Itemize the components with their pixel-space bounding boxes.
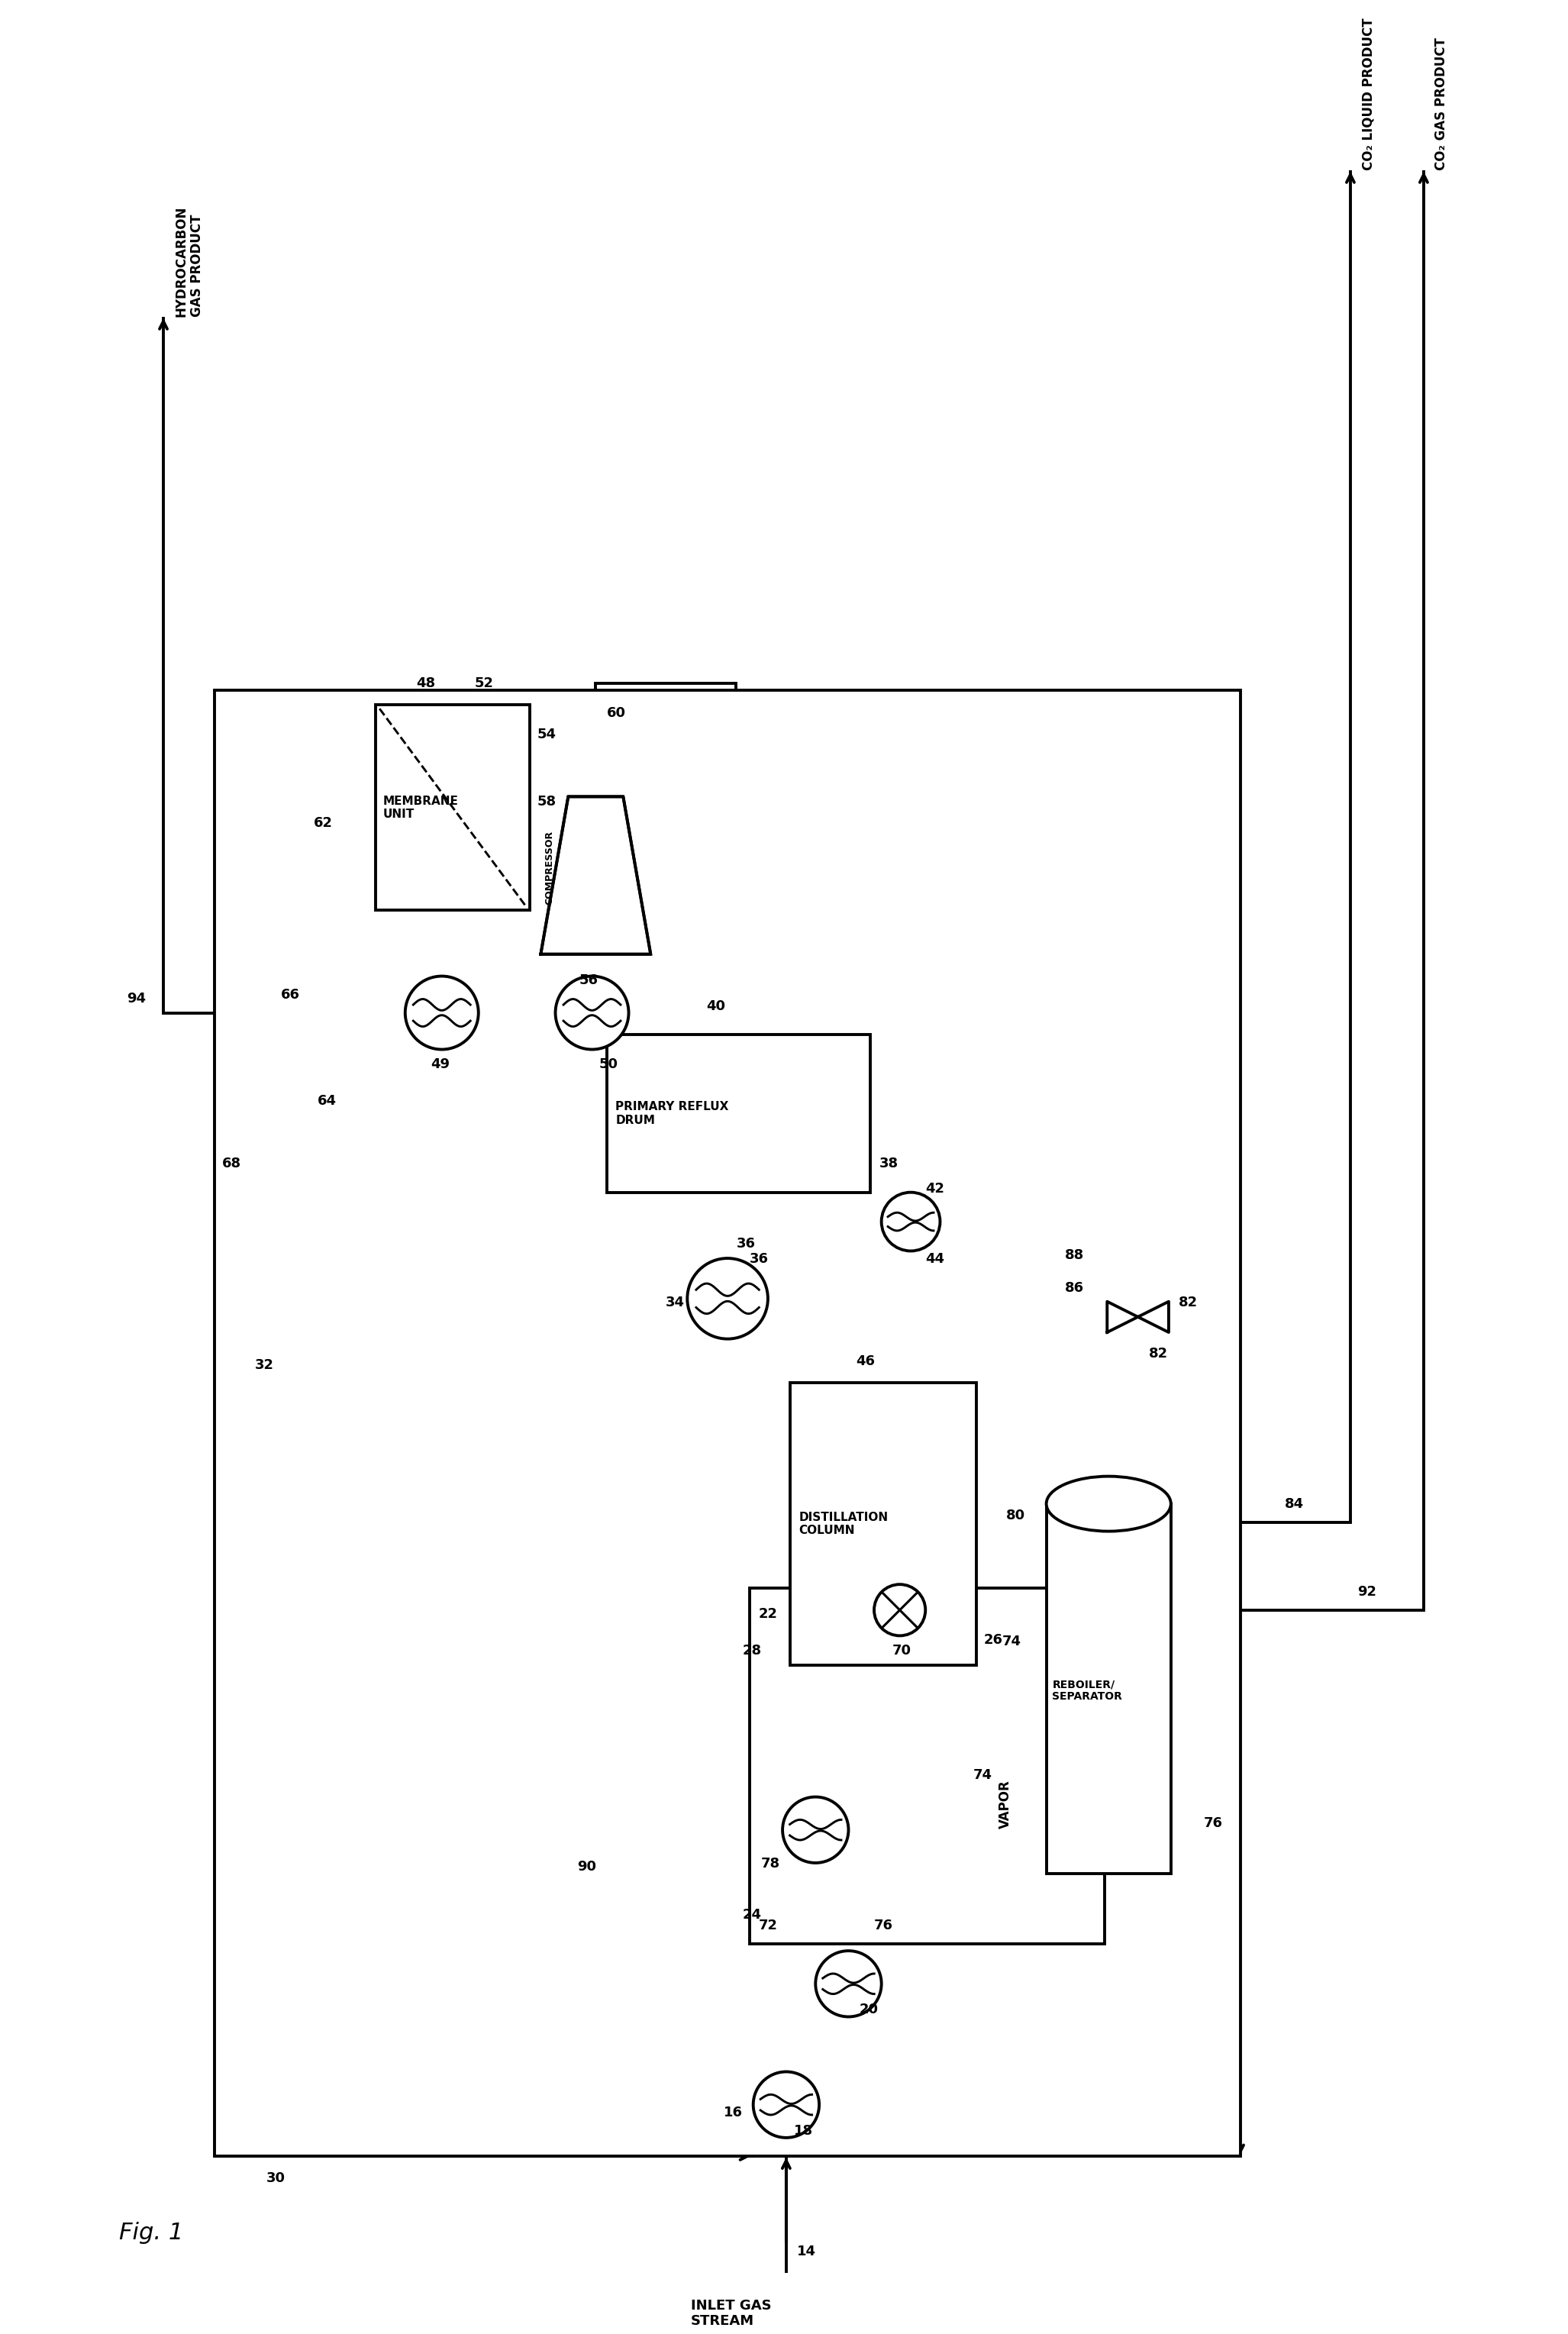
Text: 52: 52: [475, 677, 494, 691]
Text: 80: 80: [1007, 1508, 1025, 1522]
Text: MEMBRANE
UNIT: MEMBRANE UNIT: [383, 796, 459, 819]
Text: 76: 76: [873, 1919, 894, 1933]
Bar: [215, 691, 1240, 2157]
Text: 82: 82: [1178, 1295, 1198, 1309]
Text: 24: 24: [742, 1907, 762, 1921]
Text: DISTILLATION
COLUMN: DISTILLATION COLUMN: [798, 1512, 887, 1536]
Text: 42: 42: [925, 1183, 944, 1195]
Text: 48: 48: [416, 677, 436, 691]
Text: 34: 34: [665, 1295, 684, 1309]
Circle shape: [555, 976, 629, 1050]
Text: HYDROCARBON
GAS PRODUCT: HYDROCARBON GAS PRODUCT: [174, 205, 204, 317]
Text: 18: 18: [793, 2124, 812, 2138]
Text: 32: 32: [256, 1358, 274, 1372]
Text: 92: 92: [1358, 1585, 1377, 1599]
Text: 38: 38: [880, 1158, 898, 1169]
Text: 40: 40: [706, 999, 726, 1013]
Text: 76: 76: [1204, 1816, 1223, 1830]
Text: 74: 74: [974, 1769, 993, 1783]
Text: 94: 94: [127, 992, 146, 1006]
Circle shape: [873, 1585, 925, 1636]
Bar: [607, 1034, 870, 1193]
Circle shape: [405, 976, 478, 1050]
Text: 86: 86: [1065, 1281, 1083, 1295]
Text: 74: 74: [1002, 1634, 1021, 1648]
Text: 72: 72: [759, 1919, 778, 1933]
Circle shape: [881, 1193, 941, 1251]
Text: 54: 54: [538, 728, 557, 742]
Text: 50: 50: [599, 1057, 618, 1071]
Text: 62: 62: [314, 817, 332, 829]
Text: 22: 22: [759, 1608, 778, 1622]
Circle shape: [687, 1258, 768, 1340]
Text: 68: 68: [223, 1158, 241, 1169]
Text: 26: 26: [985, 1634, 1004, 1648]
Text: 46: 46: [856, 1354, 875, 1368]
Text: 14: 14: [797, 2245, 817, 2259]
Text: 78: 78: [760, 1856, 779, 1870]
Text: 70: 70: [892, 1643, 911, 1657]
Text: 56: 56: [579, 973, 597, 987]
Circle shape: [815, 1951, 881, 2017]
Text: 30: 30: [267, 2171, 285, 2185]
Bar: [750, 1587, 1105, 1944]
Text: 58: 58: [538, 794, 557, 808]
Text: Fig. 1: Fig. 1: [119, 2222, 183, 2243]
Polygon shape: [541, 796, 651, 955]
Bar: [790, 1382, 977, 1664]
Text: 88: 88: [1065, 1249, 1083, 1263]
Ellipse shape: [1046, 1477, 1171, 1531]
Text: 36: 36: [737, 1237, 756, 1251]
Text: 84: 84: [1284, 1498, 1303, 1510]
Text: 28: 28: [742, 1643, 762, 1657]
Text: 66: 66: [281, 987, 299, 1001]
Text: 36: 36: [750, 1251, 768, 1265]
Text: 16: 16: [724, 2105, 743, 2119]
Text: REBOILER/
SEPARATOR: REBOILER/ SEPARATOR: [1052, 1678, 1123, 1701]
Text: 49: 49: [431, 1057, 450, 1071]
Bar: [376, 705, 530, 910]
Text: 64: 64: [317, 1095, 337, 1109]
Text: 44: 44: [925, 1251, 944, 1265]
Text: 90: 90: [577, 1860, 596, 1874]
Text: 20: 20: [859, 2003, 878, 2017]
Text: INLET GAS
STREAM: INLET GAS STREAM: [691, 2299, 771, 2329]
Text: VAPOR: VAPOR: [999, 1781, 1013, 1828]
Text: CO₂ GAS PRODUCT: CO₂ GAS PRODUCT: [1435, 37, 1449, 170]
Text: 60: 60: [607, 705, 626, 719]
Text: CO₂ LIQUID PRODUCT: CO₂ LIQUID PRODUCT: [1361, 19, 1375, 170]
Circle shape: [782, 1797, 848, 1863]
Bar: [1046, 1503, 1171, 1874]
Text: COMPRESSOR: COMPRESSOR: [544, 831, 555, 906]
Text: PRIMARY REFLUX
DRUM: PRIMARY REFLUX DRUM: [616, 1102, 729, 1125]
Circle shape: [753, 2073, 818, 2138]
Text: 82: 82: [1149, 1347, 1168, 1361]
